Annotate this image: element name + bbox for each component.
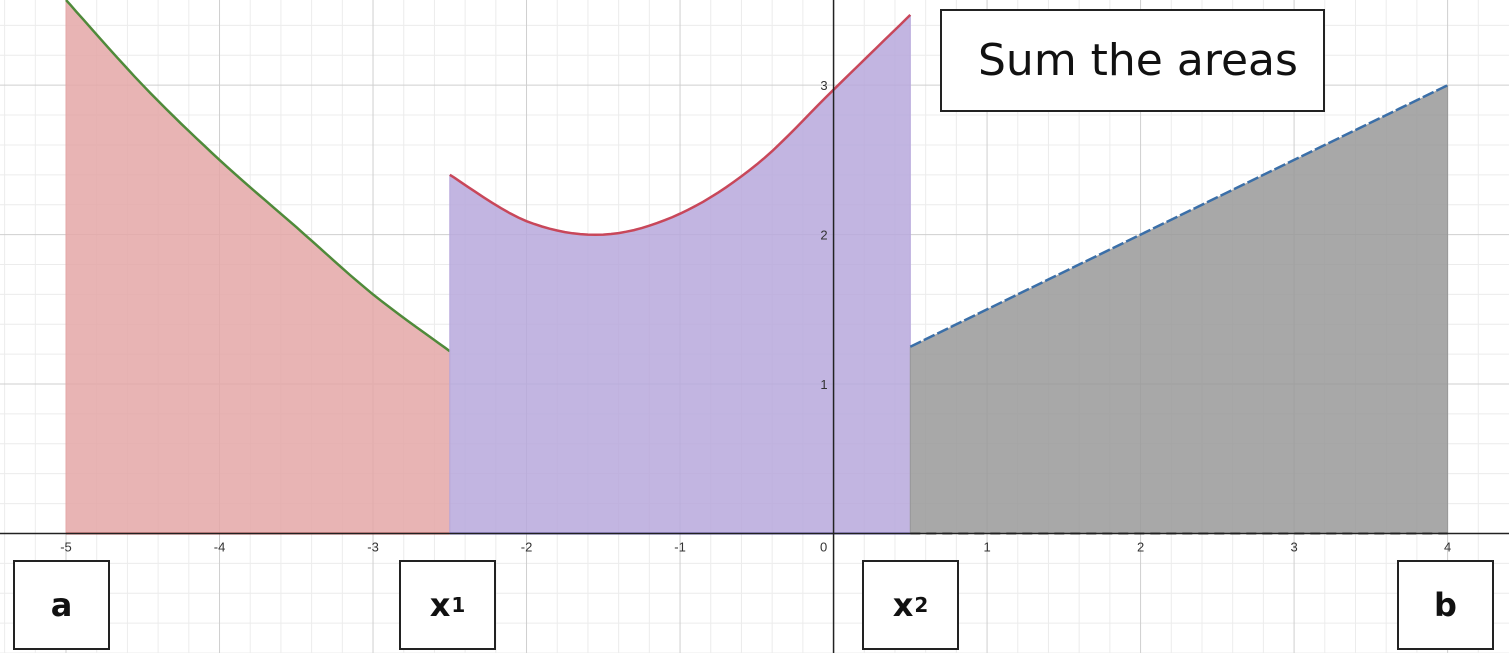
shaded-regions <box>65 0 1449 535</box>
region-1-curve <box>65 0 451 353</box>
x-tick-label: 1 <box>983 539 990 554</box>
x-tick-label: 4 <box>1444 539 1451 554</box>
bound-x2-text: x <box>892 586 914 624</box>
x-tick-label: 3 <box>1290 539 1297 554</box>
bound-b-label: b <box>1397 560 1494 650</box>
x-tick-label: -3 <box>367 539 379 554</box>
x-tick-label: -1 <box>674 539 686 554</box>
chart-title: Sum the areas <box>978 35 1298 86</box>
x-tick-label: -2 <box>521 539 533 554</box>
bound-a-text: a <box>50 586 73 624</box>
x-tick-label: -4 <box>214 539 226 554</box>
region-1-fill <box>66 0 450 534</box>
y-tick-label: 2 <box>820 228 827 243</box>
x-tick-label: -5 <box>60 539 72 554</box>
bound-x1-text: x <box>429 586 451 624</box>
region-3-curve <box>909 84 1449 348</box>
chart-title-callout: Sum the areas <box>940 9 1325 112</box>
bound-x1-subscript: 1 <box>451 593 466 617</box>
bound-b-text: b <box>1434 586 1457 624</box>
y-tick-label: 3 <box>820 78 827 93</box>
bound-x2-subscript: 2 <box>914 593 929 617</box>
tick-labels: -5 -4 -3 -2 -1 0 1 2 3 4 1 2 3 <box>60 78 1451 554</box>
region-3-fill <box>910 85 1448 534</box>
bound-a-label: a <box>13 560 110 650</box>
x-tick-label: 0 <box>820 539 827 554</box>
region-2-fill <box>449 14 911 534</box>
x-tick-label: 2 <box>1137 539 1144 554</box>
y-tick-label: 1 <box>820 377 827 392</box>
